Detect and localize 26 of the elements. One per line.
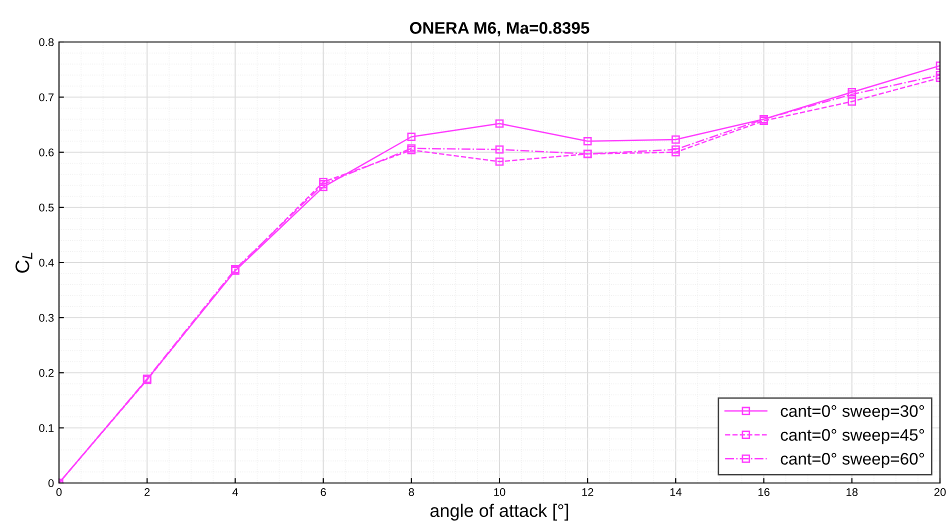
y-tick-label: 0.2 — [39, 369, 54, 377]
x-tick-label: 14 — [670, 488, 682, 496]
x-tick-label: 10 — [494, 488, 506, 496]
y-tick-label: 0.4 — [39, 258, 54, 267]
legend-label: cant=0° sweep=30° — [780, 405, 924, 420]
y-tick-label: 0 — [48, 479, 54, 488]
y-tick-label: 0.3 — [39, 314, 54, 322]
y-tick-label: 0.6 — [39, 148, 54, 156]
x-tick-label: 0 — [56, 488, 62, 496]
x-tick-label: 2 — [144, 488, 150, 496]
y-tick-label: 0.7 — [39, 93, 54, 102]
x-axis-title: angle of attack [°] — [430, 504, 568, 521]
x-tick-label: 20 — [934, 488, 946, 496]
x-tick-label: 18 — [846, 488, 858, 496]
x-tick-label: 8 — [408, 488, 414, 496]
y-tick-label: 0.8 — [39, 38, 54, 46]
x-tick-label: 4 — [232, 488, 238, 496]
x-tick-label: 16 — [758, 488, 770, 496]
y-tick-label: 0.1 — [39, 424, 54, 432]
chart-title: ONERA M6, Ma=0.8395 — [410, 22, 590, 36]
x-tick-label: 6 — [320, 488, 326, 496]
y-axis-title: C$_{L}$ — [15, 252, 32, 273]
legend-label: cant=0° sweep=60° — [780, 452, 924, 468]
y-tick-label: 0.5 — [39, 204, 54, 212]
legend-label: cant=0° sweep=45° — [780, 429, 924, 444]
x-tick-label: 12 — [582, 488, 594, 496]
